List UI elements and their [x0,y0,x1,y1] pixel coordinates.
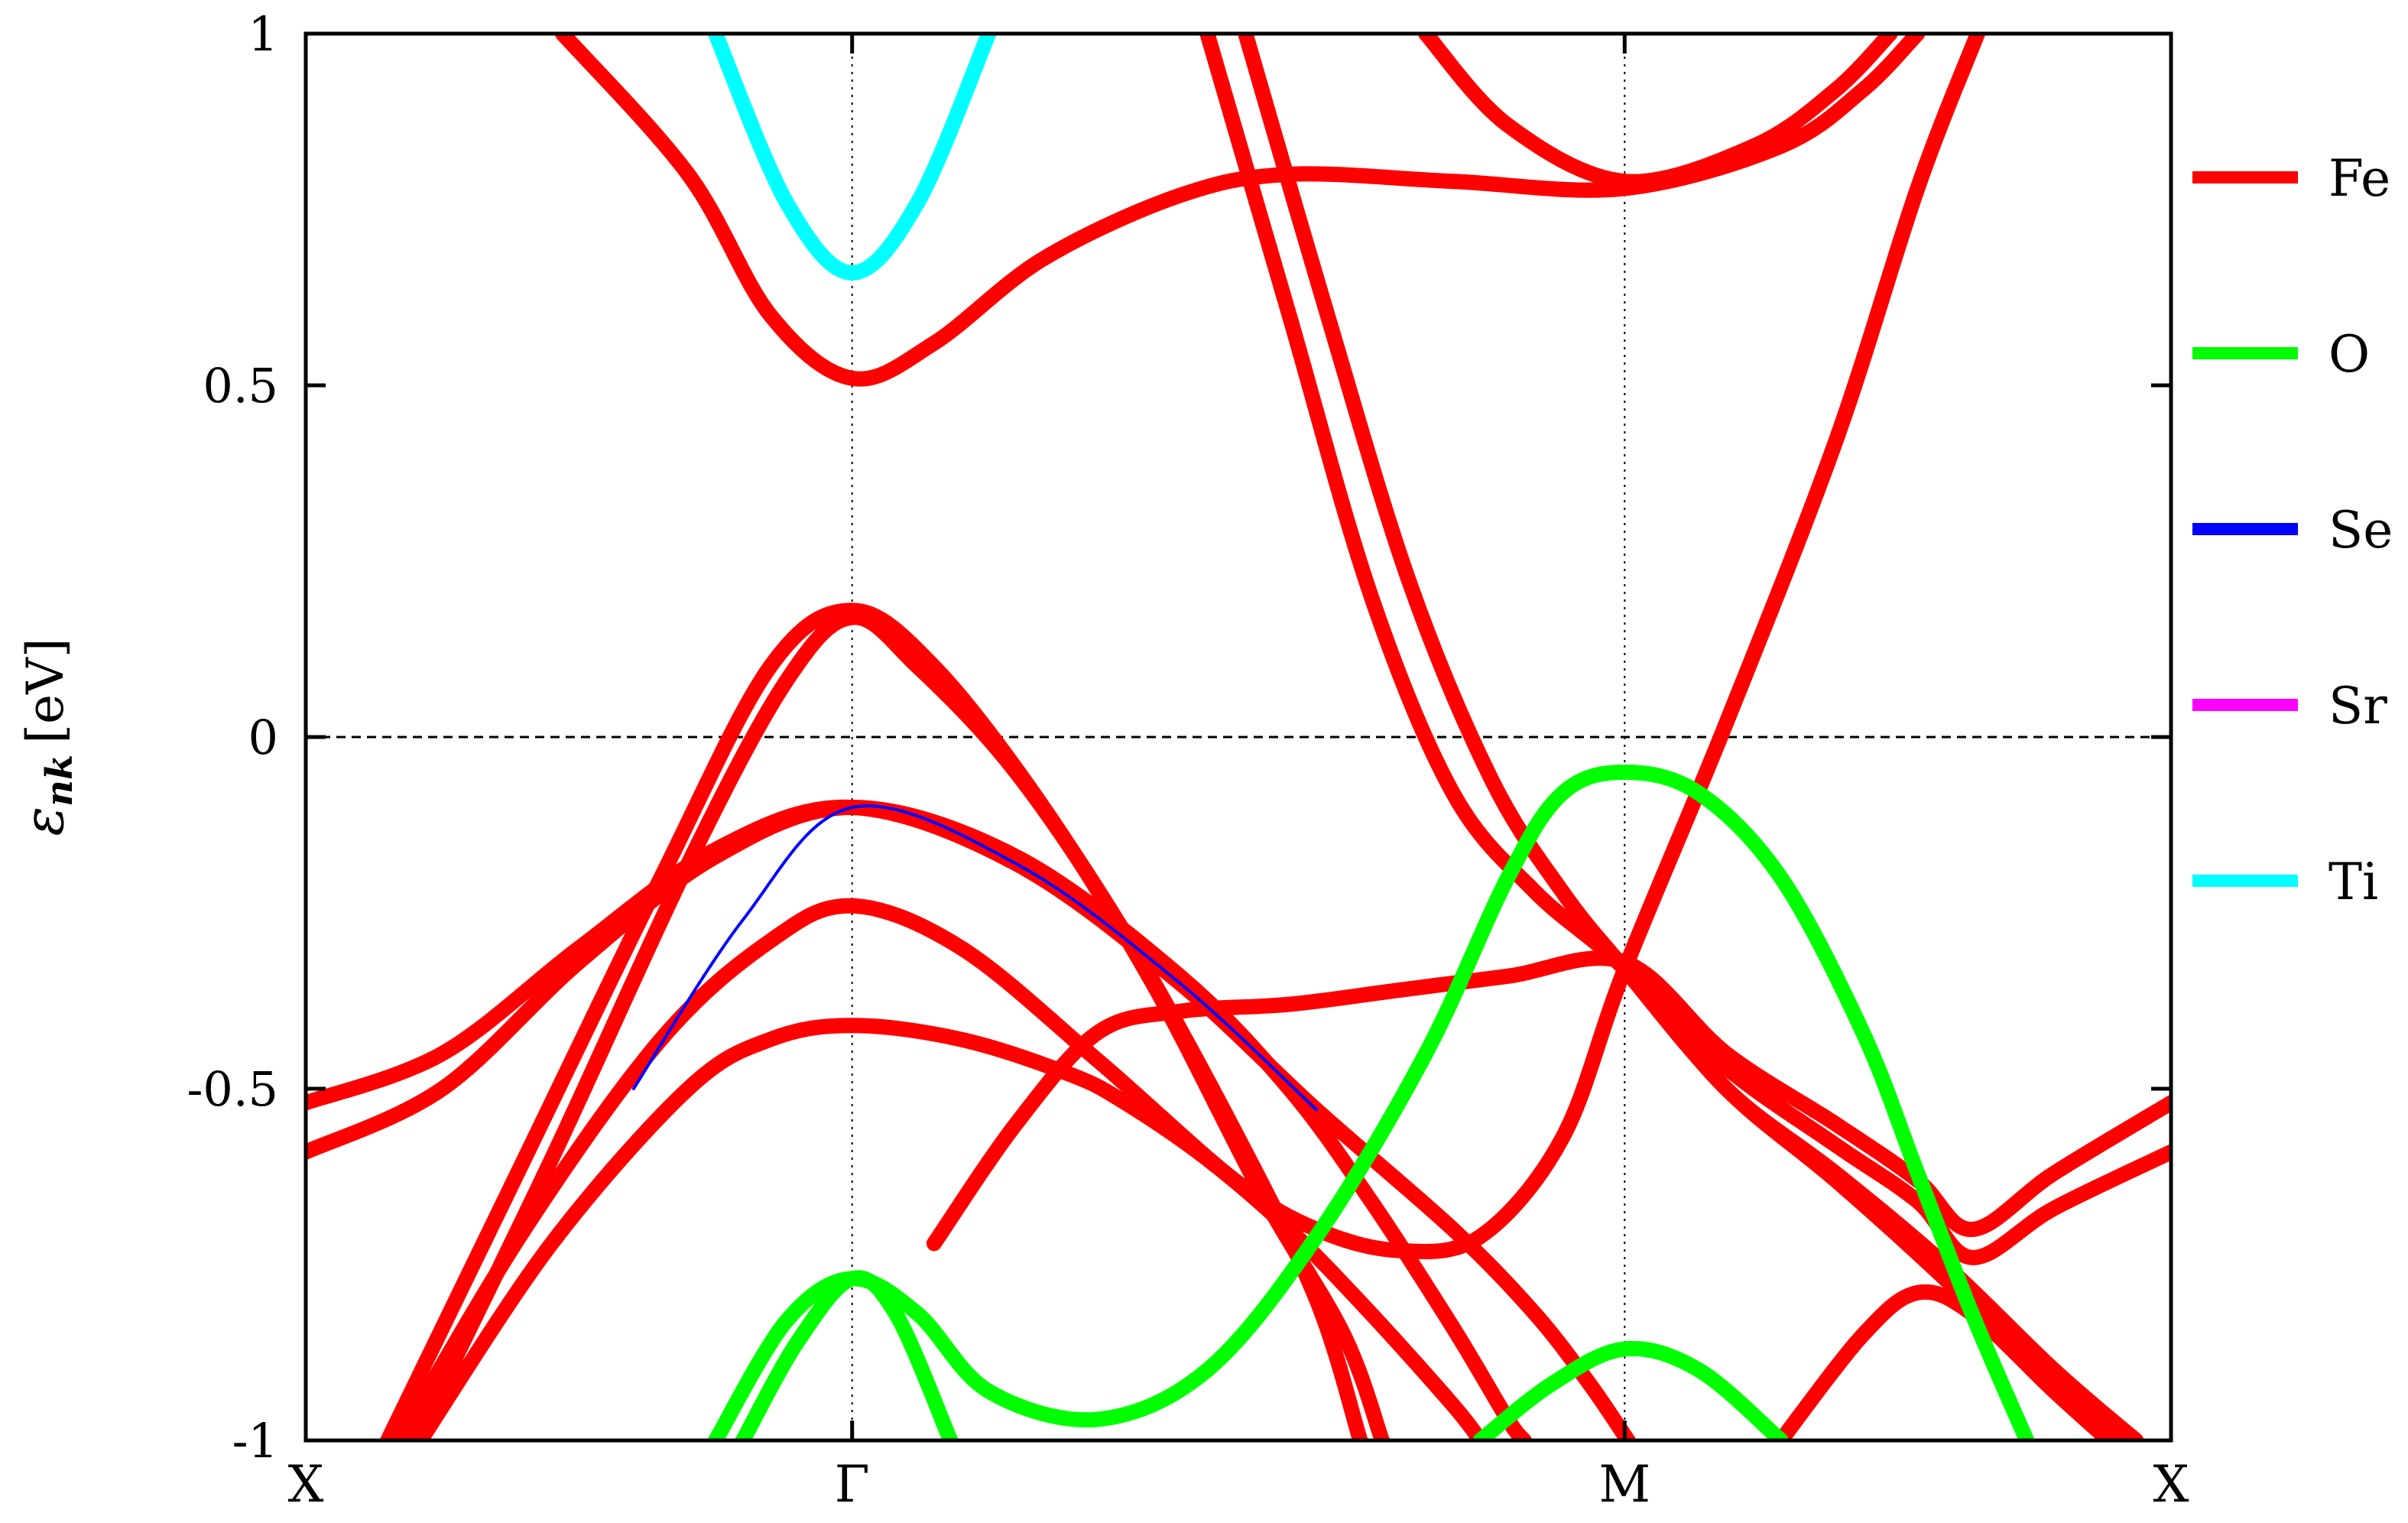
y-axis-title: εnk [eV] [11,638,81,836]
band-fe-6 [926,950,2171,1252]
y-ticks: -1 -0.5 0 0.5 1 [187,6,2171,1469]
ytick-label-4: 1 [248,6,278,62]
xtick-label-0: X [288,1455,324,1514]
band-fe-4 [391,34,1985,1440]
band-fe-1 [306,800,1532,1440]
band-fe-0 [306,799,1636,1440]
ytick-label-3: 0.5 [203,358,278,414]
legend-label-se: Se [2328,501,2393,560]
band-o-15 [1472,1340,1789,1440]
band-se-17 [631,804,1319,1112]
band-fe-9 [1238,34,2127,1440]
y-axis-symbol: ε [11,807,76,836]
ytick-label-0: -1 [232,1413,278,1469]
ytick-label-1: -0.5 [187,1061,278,1117]
band-fe-10 [554,34,1926,387]
svg-text:εnk[eV]: εnk [eV] [11,638,81,836]
band-fe-11 [1418,34,1898,190]
legend-label-fe: Fe [2328,149,2390,208]
y-axis-subscript: nk [38,755,81,807]
band-fe-12 [1773,1284,2117,1440]
xtick-label-2: M [1598,1455,1650,1514]
xtick-label-1: Γ [835,1455,870,1514]
legend: Fe O Se Sr Ti [2192,149,2393,911]
legend-label-sr: Sr [2328,677,2387,736]
band-fe-7 [1617,961,2171,1265]
legend-label-o: O [2328,325,2370,384]
band-o-13 [708,765,2035,1440]
band-fe-3 [407,609,1368,1440]
ytick-label-2: 0 [248,710,278,765]
y-axis-unit: [eV] [16,638,75,743]
band-lines [306,34,2171,1440]
xtick-label-3: X [2153,1455,2189,1514]
band-fe-5 [413,1018,1488,1440]
legend-label-ti: Ti [2328,852,2378,911]
band-o-14 [735,1270,959,1440]
band-ti-16 [708,34,997,281]
